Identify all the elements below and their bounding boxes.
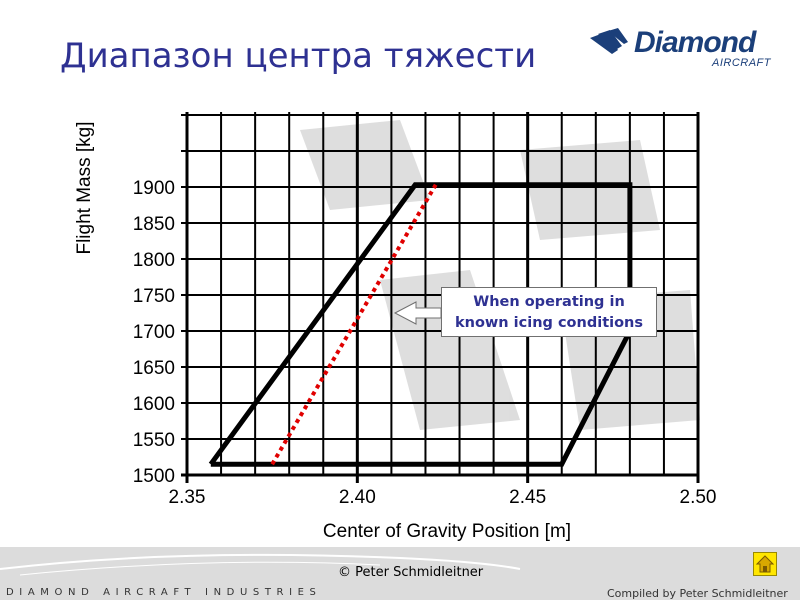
y-tick-label: 1900 (133, 178, 175, 199)
x-tick-label: 2.40 (339, 487, 376, 508)
home-icon (755, 555, 775, 573)
y-tick-label: 1850 (133, 214, 175, 235)
x-tick-label: 2.50 (680, 487, 717, 508)
footer-bar: DIAMOND AIRCRAFT INDUSTRIES © Peter Schm… (0, 547, 800, 600)
callout-line-1: When operating in (473, 294, 625, 310)
cg-envelope-line (208, 182, 633, 467)
x-tick-label: 2.45 (509, 487, 546, 508)
chart-grid (181, 112, 700, 483)
icing-limit-line (270, 183, 438, 466)
diamond-logo: Diamond AIRCRAFT (588, 24, 778, 72)
footer-copyright: © Peter Schmidleitner (338, 565, 484, 580)
footer-compiled: Compiled by Peter Schmidleitner (607, 587, 788, 600)
logo-wordmark: Diamond (634, 26, 756, 59)
x-axis-label: Center of Gravity Position [m] (323, 521, 571, 542)
y-tick-label: 1600 (133, 394, 175, 415)
slide-title: Диапазон центра тяжести (60, 36, 537, 76)
y-axis-label-svg: Flight Mass [kg] (74, 121, 95, 254)
y-tick-label: 1700 (133, 322, 175, 343)
y-tick-label: 1800 (133, 250, 175, 271)
icing-callout: When operating in known icing conditions (441, 287, 657, 337)
y-axis-label: Flight Mass [kg] (74, 121, 95, 254)
y-tick-label: 1650 (133, 358, 175, 379)
y-tick-label: 1750 (133, 286, 175, 307)
watermark (300, 120, 700, 430)
diamond-wing-icon (590, 28, 628, 54)
callout-line-2: known icing conditions (454, 315, 644, 331)
y-tick-labels: 1500 1550 1600 1650 1700 1750 1800 1850 1900 (133, 178, 175, 487)
y-axis-label-wrap: Flight Mass [kg] (70, 30, 101, 310)
cg-envelope-chart: 1500 1550 1600 1650 1700 1750 1800 1850 1900 2.3… (133, 112, 717, 542)
y-tick-label: 1500 (133, 466, 175, 487)
footer-brand: DIAMOND AIRCRAFT INDUSTRIES (6, 587, 322, 598)
logo-subtitle: AIRCRAFT (712, 57, 771, 69)
footer-swoosh-icon (0, 553, 521, 576)
y-tick-label: 1550 (133, 430, 175, 451)
home-button[interactable] (753, 552, 777, 576)
x-tick-labels: 2.35 2.40 2.45 2.50 (169, 487, 717, 508)
chart-series (208, 182, 633, 467)
x-tick-label: 2.35 (169, 487, 206, 508)
